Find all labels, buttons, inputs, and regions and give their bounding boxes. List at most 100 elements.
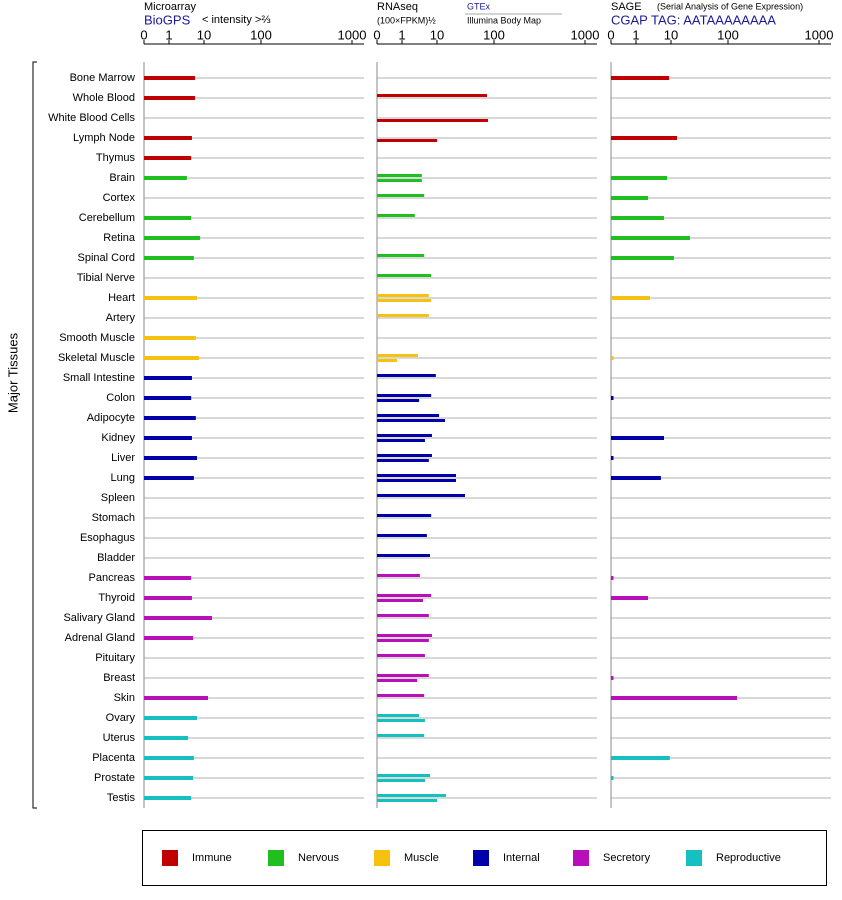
legend-swatch (686, 850, 702, 866)
bar (611, 356, 614, 360)
category-label: Retina (103, 232, 136, 244)
panel-source: CGAP TAG: AATAAAAAAAA (611, 12, 776, 27)
panel-title: RNAseq (377, 1, 418, 13)
x-tick-label: 1000 (338, 27, 367, 42)
bar (611, 136, 678, 140)
bar (377, 719, 425, 722)
category-label: Skin (114, 692, 135, 704)
category-axis-label: Major Tissues (5, 332, 20, 413)
category-label: Adrenal Gland (65, 632, 135, 644)
bar (144, 76, 196, 80)
bar (144, 716, 197, 720)
bar (377, 434, 432, 437)
series-label: GTEx (467, 1, 491, 11)
bar (377, 639, 429, 642)
panel-unit: (100×FPKM)½ (377, 15, 436, 25)
bar (144, 176, 187, 180)
category-label: Tibial Nerve (77, 272, 135, 284)
bar (611, 456, 614, 460)
bar (377, 714, 420, 717)
x-tick-label: 1000 (805, 27, 834, 42)
bar (377, 514, 432, 517)
category-label: Breast (103, 672, 135, 684)
x-tick-label: 100 (250, 27, 272, 42)
bar (377, 594, 432, 597)
bar (144, 456, 197, 460)
bar (144, 296, 197, 300)
bar (144, 396, 192, 400)
legend-label: Nervous (298, 852, 339, 864)
legend-label: Secretory (603, 852, 651, 864)
bar (377, 774, 430, 777)
category-label: Stomach (92, 512, 135, 524)
bar (377, 674, 429, 677)
bar (144, 216, 192, 220)
category-label: Small Intestine (63, 372, 135, 384)
bar (144, 696, 208, 700)
bar (144, 756, 194, 760)
bar (377, 454, 432, 457)
bar (611, 476, 661, 480)
bar (144, 356, 199, 360)
bar (377, 479, 456, 482)
bar (144, 796, 192, 800)
legend-swatch (473, 850, 489, 866)
legend-swatch (573, 850, 589, 866)
bar (611, 576, 614, 580)
bar (611, 396, 614, 400)
x-tick-label: 10 (430, 27, 444, 42)
bar (144, 596, 192, 600)
bar (377, 694, 425, 697)
bar (377, 194, 425, 197)
bar (144, 376, 192, 380)
bar (377, 679, 418, 682)
bar (144, 96, 196, 100)
bar (377, 599, 423, 602)
x-tick-label: 0 (140, 27, 147, 42)
bar (611, 756, 670, 760)
category-label: Skeletal Muscle (58, 352, 135, 364)
bar (377, 474, 456, 477)
bar (144, 576, 192, 580)
x-tick-label: 1 (398, 27, 405, 42)
x-tick-label: 1 (632, 27, 639, 42)
bar (377, 574, 420, 577)
category-label: Adipocyte (87, 412, 135, 424)
panel-source: BioGPS (144, 12, 191, 27)
bar (144, 256, 194, 260)
category-label: Thymus (96, 152, 136, 164)
legend-swatch (162, 850, 178, 866)
bar (611, 676, 614, 680)
legend-label: Internal (503, 852, 540, 864)
bar (144, 476, 194, 480)
x-tick-label: 100 (483, 27, 505, 42)
category-label: Liver (111, 452, 135, 464)
bar (144, 436, 192, 440)
category-bracket (32, 61, 37, 809)
bar (377, 394, 432, 397)
bar (611, 296, 650, 300)
category-label: Uterus (103, 732, 136, 744)
bar (377, 554, 430, 557)
bar (377, 214, 415, 217)
bar (144, 616, 212, 620)
category-label: Pancreas (89, 572, 136, 584)
bar (377, 419, 445, 422)
category-label: Bladder (97, 552, 135, 564)
x-tick-label: 10 (664, 27, 678, 42)
x-tick-label: 10 (197, 27, 211, 42)
bar (377, 799, 437, 802)
category-label: Ovary (106, 712, 136, 724)
bar (611, 216, 664, 220)
legend-swatch (268, 850, 284, 866)
bar (377, 794, 446, 797)
category-label: Salivary Gland (63, 612, 135, 624)
bar (611, 696, 737, 700)
category-label: Cerebellum (79, 212, 135, 224)
bar (377, 94, 488, 97)
category-label: Spinal Cord (78, 252, 135, 264)
bar (377, 634, 432, 637)
x-tick-label: 0 (607, 27, 614, 42)
category-label: White Blood Cells (48, 112, 135, 124)
category-label: Artery (106, 312, 136, 324)
